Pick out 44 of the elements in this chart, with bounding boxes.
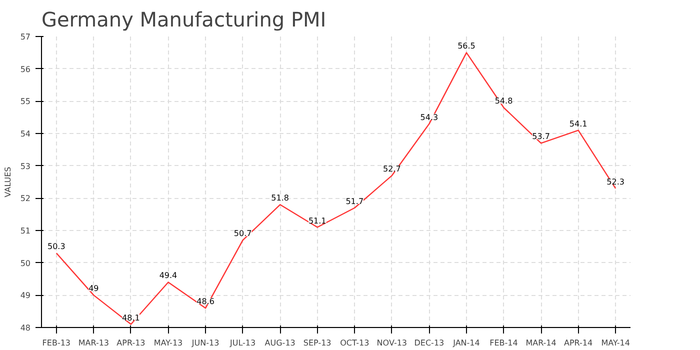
data-label: 52.3 [606, 177, 624, 186]
data-label: 49 [88, 284, 99, 294]
x-tick-label: DEC-13 [414, 338, 444, 348]
y-tick-label: 51 [20, 226, 31, 236]
x-tick-label: JUN-13 [190, 338, 220, 348]
data-label: 52.7 [383, 164, 401, 174]
data-label: 51.7 [346, 196, 364, 206]
data-label: 49.4 [159, 271, 178, 280]
data-label: 50.3 [48, 242, 66, 252]
x-tick-label: MAY-14 [601, 338, 630, 348]
y-tick-label: 55 [20, 97, 31, 106]
x-tick-label: APR-13 [116, 338, 146, 348]
x-tick-label: MAR-13 [78, 338, 110, 348]
x-tick-label: APR-14 [564, 338, 593, 348]
data-label: 48.1 [122, 313, 140, 322]
x-tick-label: FEB-14 [490, 338, 518, 348]
x-tick-label: MAY-13 [154, 338, 183, 348]
x-tick-label: FEB-13 [42, 338, 71, 348]
y-tick-label: 56 [20, 64, 31, 74]
y-tick-label: 48 [20, 324, 31, 332]
x-tick-label: MAR-14 [526, 338, 556, 348]
data-label: 54.3 [420, 112, 438, 122]
x-tick-label: AUG-13 [264, 338, 296, 348]
chart-title: Germany Manufacturing PMI [42, 8, 326, 32]
x-tick-label: OCT-13 [340, 338, 370, 348]
y-tick-label: 52 [20, 194, 31, 204]
y-tick-label: 54 [20, 130, 31, 138]
data-label: 51.8 [271, 194, 289, 203]
data-label: 50.7 [234, 229, 252, 238]
x-tick-label: JAN-14 [452, 338, 480, 348]
y-tick-label: 49 [20, 291, 31, 300]
x-tick-label: JUL-13 [229, 338, 256, 348]
data-label: 54.1 [569, 119, 588, 128]
y-axis-title: VALUES [3, 166, 12, 198]
y-tick-label: 50 [20, 258, 31, 268]
data-label: 53.7 [532, 132, 550, 142]
y-tick-label: 53 [20, 162, 31, 171]
data-label: 56.5 [458, 42, 476, 51]
data-label: 54.8 [494, 96, 513, 106]
x-tick-label: NOV-13 [376, 338, 408, 348]
data-label: 51.1 [308, 216, 326, 226]
y-tick-label: 57 [20, 32, 31, 42]
x-tick-label: SEP-13 [303, 338, 332, 348]
data-label: 48.6 [196, 297, 214, 306]
